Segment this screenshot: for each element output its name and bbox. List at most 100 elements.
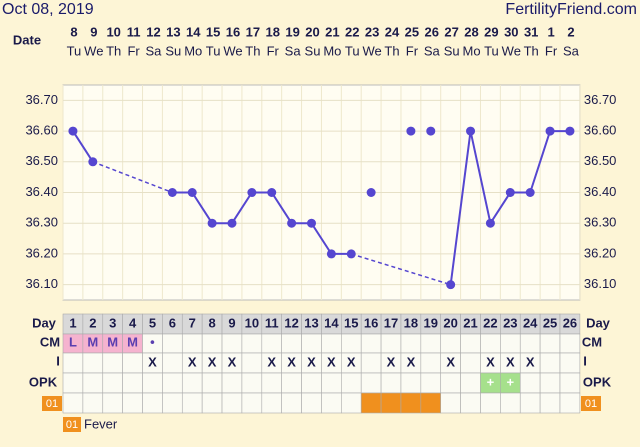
table-cell — [122, 372, 143, 394]
day-number: 20 — [443, 315, 457, 330]
weekday-label: Mo — [323, 43, 341, 58]
cm-entry: M — [87, 334, 98, 349]
chart-date: Oct 08, 2019 — [2, 1, 94, 18]
day-number: 8 — [208, 315, 215, 330]
y-tick-label: 36.70 — [25, 92, 58, 107]
excluded-point — [366, 188, 376, 197]
table-cell — [341, 392, 362, 414]
table-cell — [400, 392, 422, 414]
table-cell — [62, 392, 84, 414]
table-cell — [539, 372, 561, 394]
row-label: OPK — [29, 374, 58, 389]
weekday-label: Th — [106, 43, 121, 58]
date-label: 19 — [285, 24, 299, 39]
y-tick-label: 36.30 — [584, 215, 617, 230]
weekday-label: Fr — [127, 43, 140, 58]
table-cell — [420, 333, 442, 354]
date-label: 30 — [504, 24, 518, 39]
table-cell — [162, 333, 183, 354]
intercourse-entry: X — [208, 354, 217, 369]
weekday-label: We — [223, 43, 242, 58]
intercourse-entry: X — [506, 354, 515, 369]
intercourse-entry: X — [446, 354, 455, 369]
table-cell — [539, 352, 561, 374]
day-number: 24 — [523, 315, 538, 330]
date-label: 1 — [547, 24, 554, 39]
day-number: 21 — [463, 315, 477, 330]
temp-point — [267, 188, 277, 197]
table-cell — [500, 392, 521, 414]
table-cell — [122, 352, 143, 374]
table-cell — [440, 392, 461, 414]
temp-point — [565, 126, 575, 136]
weekday-label: Th — [384, 43, 399, 58]
date-label: Date — [13, 32, 41, 47]
date-label: 9 — [90, 24, 97, 39]
date-label: 26 — [425, 24, 439, 39]
table-cell — [102, 372, 123, 394]
day-number: 10 — [245, 315, 259, 330]
gap-connector — [92, 161, 173, 194]
weekday-label: We — [363, 43, 382, 58]
table-cell — [261, 333, 282, 354]
table-cell — [400, 333, 422, 354]
excluded-point — [406, 126, 416, 136]
temp-point — [227, 218, 237, 228]
row-label: CM — [40, 334, 60, 349]
opk-entry: + — [487, 374, 495, 389]
table-cell — [261, 392, 282, 414]
table-cell — [122, 392, 143, 414]
table-cell — [102, 392, 123, 414]
y-tick-label: 36.30 — [25, 215, 58, 230]
y-tick-label: 36.50 — [25, 153, 58, 168]
table-cell — [201, 372, 223, 394]
date-label: 11 — [127, 24, 141, 39]
date-label: 29 — [484, 24, 498, 39]
table-cell — [62, 372, 84, 394]
day-number: 16 — [364, 315, 378, 330]
weekday-label: Fr — [406, 43, 419, 58]
weekday-label: Fr — [267, 43, 280, 58]
table-cell — [162, 372, 183, 394]
gap-connector — [351, 253, 451, 286]
opk-entry: + — [507, 374, 515, 389]
temp-point — [525, 188, 535, 197]
table-cell — [201, 392, 223, 414]
day-number: 26 — [563, 315, 577, 330]
day-number: 18 — [404, 315, 418, 330]
temp-line — [72, 130, 94, 163]
cm-entry: M — [127, 334, 138, 349]
excluded-point — [426, 126, 436, 136]
table-cell — [519, 372, 541, 394]
weekday-label: Sa — [146, 43, 163, 58]
table-cell — [221, 392, 243, 414]
temp-point — [187, 188, 197, 197]
intercourse-entry: X — [526, 354, 535, 369]
day-number: 2 — [89, 315, 96, 330]
day-number: 14 — [324, 315, 339, 330]
table-cell — [539, 392, 561, 414]
day-number: 19 — [424, 315, 438, 330]
table-cell — [281, 392, 302, 414]
y-tick-label: 36.20 — [584, 245, 617, 260]
intercourse-entry: X — [327, 354, 336, 369]
table-cell — [559, 333, 581, 354]
site-name: FertilityFriend.com — [505, 1, 637, 18]
table-cell — [539, 333, 561, 354]
date-label: 27 — [444, 24, 458, 39]
table-cell — [420, 392, 442, 414]
table-cell — [221, 333, 243, 354]
weekday-label: Th — [245, 43, 260, 58]
cm-entry: L — [69, 334, 77, 349]
table-cell — [181, 392, 203, 414]
day-number: 9 — [228, 315, 235, 330]
table-cell — [460, 372, 481, 394]
table-cell — [360, 372, 382, 394]
row-label: I — [56, 353, 60, 368]
temp-point — [545, 126, 555, 136]
date-label: 17 — [246, 24, 260, 39]
row-label: I — [583, 353, 587, 368]
temp-point — [167, 188, 177, 197]
intercourse-entry: X — [228, 354, 237, 369]
